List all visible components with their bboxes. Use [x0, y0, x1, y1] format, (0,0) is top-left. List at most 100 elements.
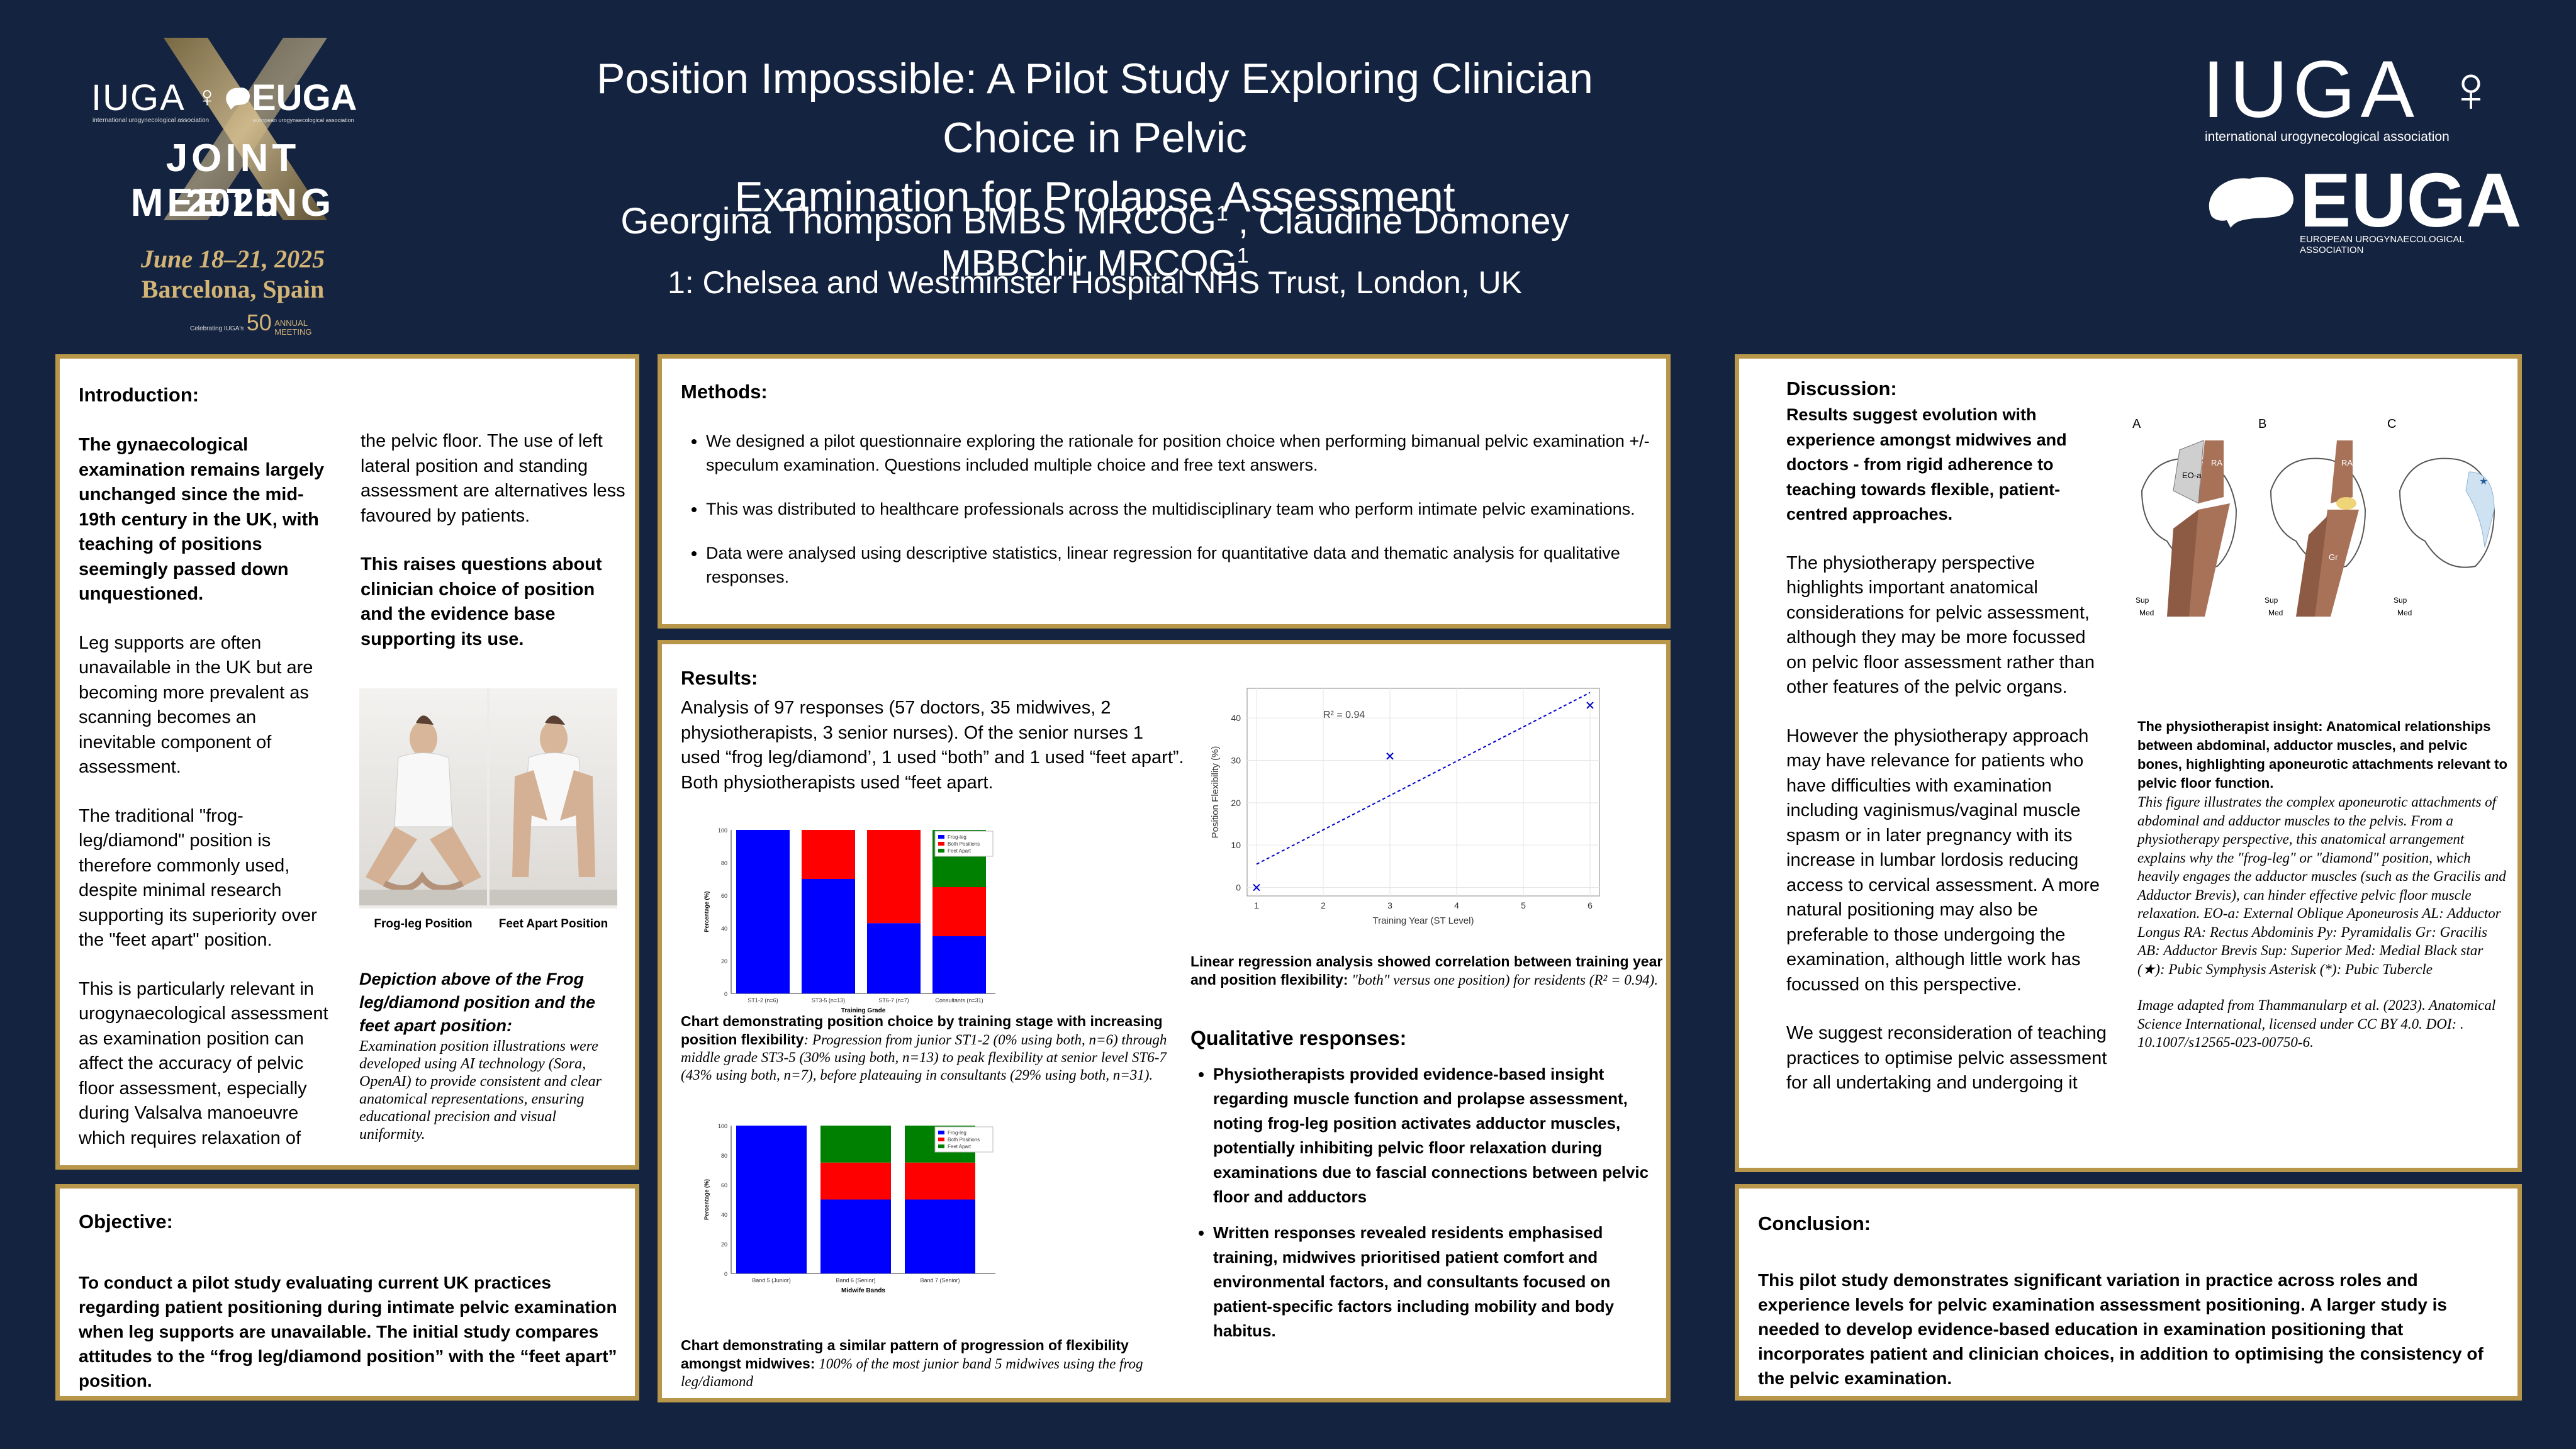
midwife-band-chart: 0 20 40 60 80 100 Percentage (%) Band 5 (Junior… [703, 1123, 995, 1294]
venus-icon: ♀ [2446, 53, 2495, 126]
legend-swatch [938, 1138, 944, 1141]
panel-c: C ★ [2387, 417, 2495, 568]
gold-x-emblem [164, 38, 327, 220]
introduction-col2: the pelvic floor. The use of left latera… [361, 429, 631, 652]
logo-iuga-symbol: ♀ [196, 80, 218, 113]
frog-leg-label: Frog-leg Position [374, 917, 473, 931]
disc-p1: Results suggest evolution with experienc… [1786, 405, 2067, 523]
svg-text:Gr: Gr [2329, 552, 2338, 562]
bar-segment [820, 1126, 891, 1163]
title-line-1: Position Impossible: A Pilot Study Explo… [596, 55, 1593, 162]
y-tick-label: 80 [721, 860, 727, 866]
data-point [1586, 702, 1594, 709]
methods-panel: Methods: We designed a pilot questionnai… [658, 354, 1671, 629]
author-2-affil: 1 [1236, 243, 1249, 268]
y-tick-label: 100 [718, 827, 727, 834]
logo-euga-sub: european urogynaecological association [253, 117, 354, 123]
title-line-2: Examination for Prolapse Assessment [734, 173, 1455, 221]
legend-swatch [938, 835, 944, 839]
author-1: Georgina Thompson BMBS MRCOG [620, 201, 1217, 242]
x-tick-label: ST1-2 (n=6) [748, 997, 778, 1004]
bar-segment [802, 830, 855, 879]
introduction-panel: Introduction: The gynaecological examina… [55, 354, 639, 1170]
y-axis-title: Percentage (%) [703, 891, 710, 932]
results-title: Results: [681, 667, 758, 689]
iuga-wordmark: IUGA [2202, 45, 2419, 135]
chart2-caption-body: 100% of the most junior band 5 midwives … [681, 1356, 1143, 1389]
y-tick-label: 60 [721, 1182, 727, 1189]
euga-subtitle: EUROPEAN UROGYNAECOLOGICAL ASSOCIATION [2300, 234, 2465, 255]
euga-logo: EUGA EUROPEAN UROGYNAECOLOGICAL ASSOCIAT… [2205, 161, 2521, 255]
intro-image-caption: Depiction above of the Frog leg/diamond … [359, 968, 624, 1143]
data-point [1253, 883, 1260, 892]
chart2-caption: Chart demonstrating a similar pattern of… [681, 1336, 1190, 1390]
svg-text:Med: Med [2397, 608, 2412, 617]
figure-caption-bold: The physiotherapist insight: Anatomical … [2137, 719, 2507, 791]
legend-box [934, 831, 994, 857]
svg-text:EO-a: EO-a [2182, 471, 2202, 480]
qualitative-title: Qualitative responses: [1190, 1027, 1407, 1049]
legend-swatch [938, 1131, 944, 1134]
regression-line [1256, 691, 1591, 865]
caption-title: Depiction above of the Frog leg/diamond … [359, 970, 595, 1035]
y-tick-label: 20 [721, 958, 727, 965]
logo-meeting: MEETING [274, 327, 312, 337]
intro-p2: Leg supports are often unavailable in th… [79, 632, 313, 778]
r-squared-label: R² = 0.94 [1323, 710, 1365, 720]
svg-text:Med: Med [2139, 608, 2154, 617]
bar-segment [932, 936, 986, 993]
objective-panel: Objective: To conduct a pilot study eval… [55, 1184, 639, 1401]
disc-p3: However the physiotherapy approach may h… [1786, 725, 2100, 995]
y-axis-title: Percentage (%) [703, 1179, 710, 1220]
brain-icon [226, 87, 250, 109]
bar-segment [932, 887, 986, 936]
x-tick-label: 5 [1521, 900, 1526, 910]
results-panel: Results: Analysis of 97 responses (57 do… [658, 640, 1671, 1402]
x-tick-label: 2 [1321, 900, 1326, 910]
bar-segment [905, 1199, 975, 1273]
methods-item-1: We designed a pilot questionnaire explor… [706, 429, 1650, 477]
x-axis-title: Midwife Bands [841, 1287, 885, 1294]
y-tick-label: 40 [1231, 713, 1241, 723]
bar-segment [820, 1162, 891, 1200]
panel-a: A RA EO-a [2132, 417, 2237, 617]
legend-label: Feet Apart [948, 1144, 972, 1150]
legend-label: Frog-leg [948, 1130, 966, 1136]
x-axis-title: Training Grade [841, 1007, 886, 1014]
logo-fifty: 50 [246, 310, 272, 335]
discussion-panel: Discussion: Results suggest evolution wi… [1735, 354, 2522, 1172]
intro-p6: This raises questions about clinician ch… [361, 554, 602, 649]
intro-p3: The traditional "frog-leg/diamond" posit… [79, 805, 317, 951]
brain-logo-icon [2209, 177, 2294, 228]
authors: Georgina Thompson BMBS MRCOG1 , Claudine… [554, 200, 1636, 284]
chart1-caption-body: : Progression from junior ST1-2 (0% usin… [681, 1032, 1167, 1083]
joint-meeting-logo: IUGA ♀ EUGA international urogynecologic… [57, 19, 409, 346]
affiliation: 1: Chelsea and Westminster Hospital NHS … [667, 265, 1523, 300]
x-tick-label: ST6-7 (n=7) [878, 997, 909, 1004]
conclusion-title: Conclusion: [1758, 1212, 1871, 1234]
methods-list-wrap: We designed a pilot questionnaire explor… [681, 429, 1650, 609]
qualitative-item-2: Written responses revealed residents emp… [1213, 1221, 1656, 1343]
introduction-title: Introduction: [79, 384, 199, 406]
discussion-text: Results suggest evolution with experienc… [1786, 403, 2110, 1096]
legend-label: Frog-leg [948, 834, 966, 840]
chart1-caption: Chart demonstrating position choice by t… [681, 1012, 1190, 1084]
intro-p1: The gynaecological examination remains l… [79, 435, 325, 604]
x-tick-label: Band 6 (Senior) [836, 1277, 875, 1284]
disc-p2: The physiotherapy perspective highlights… [1786, 552, 2095, 698]
y-tick-label: 80 [721, 1153, 727, 1159]
x-axis-title: Training Year (ST Level) [1373, 915, 1474, 926]
logo-iuga: IUGA [91, 77, 186, 118]
intro-p5: the pelvic floor. The use of left latera… [361, 431, 625, 526]
frog-leg-image [359, 688, 487, 905]
logo-anniversary: Celebrating IUGA's 50 ANNUAL MEETING [190, 310, 311, 337]
caption-body: Examination position illustrations were … [359, 1038, 602, 1143]
fig-sup-label-a: Sup [2136, 596, 2149, 605]
chart1-caption-bold: Chart demonstrating position choice by t… [681, 1013, 1163, 1048]
bar-segment [736, 1126, 807, 1273]
iuga-logo: IUGA ♀ international urogynecological as… [2202, 49, 2504, 150]
regression-caption: Linear regression analysis showed correl… [1190, 953, 1669, 989]
svg-text:Med: Med [2268, 608, 2283, 617]
regression-caption-bold: Linear regression analysis showed correl… [1190, 953, 1663, 988]
qualitative-item-1: Physiotherapists provided evidence-based… [1213, 1062, 1656, 1209]
